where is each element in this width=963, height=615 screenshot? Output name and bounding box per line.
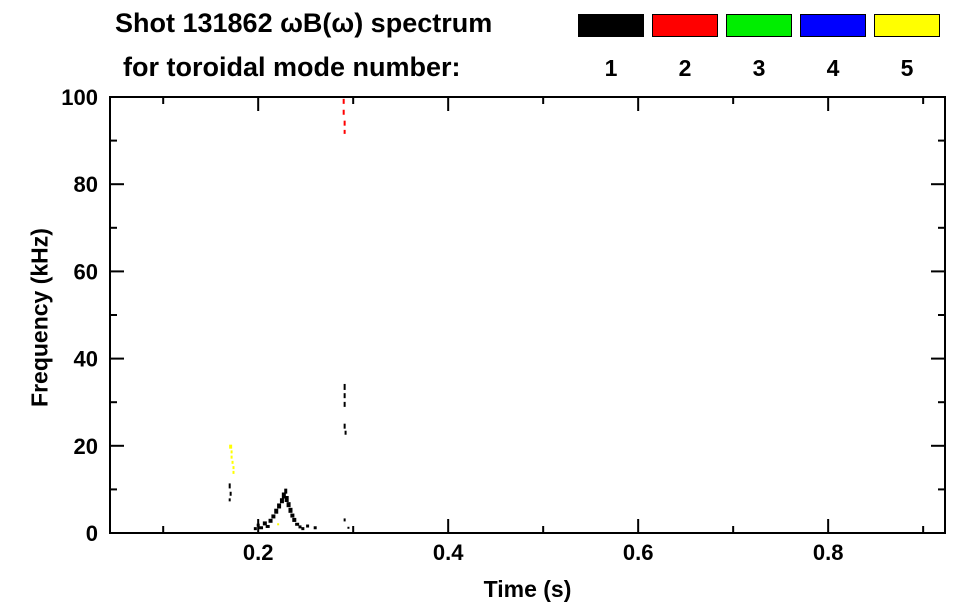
legend-number-4: 4 xyxy=(826,55,840,81)
x-tick-label: 0.8 xyxy=(813,540,844,565)
data-point xyxy=(230,450,233,454)
data-point xyxy=(268,518,273,523)
data-point xyxy=(229,491,232,496)
series-mode-1-points xyxy=(228,383,350,531)
data-point xyxy=(288,507,293,513)
y-tick-label: 60 xyxy=(74,259,98,284)
data-point xyxy=(232,470,235,474)
legend xyxy=(578,14,940,37)
data-point xyxy=(306,524,310,528)
data-point xyxy=(342,109,345,115)
y-axis-label: Frequency (kHz) xyxy=(26,228,53,407)
legend-number-2: 2 xyxy=(678,55,692,81)
y-tick-label: 40 xyxy=(74,347,98,372)
x-tick-label: 0.4 xyxy=(433,540,464,565)
data-point xyxy=(343,423,346,429)
legend-swatch-4 xyxy=(800,14,866,37)
data-point xyxy=(343,383,346,390)
data-point xyxy=(342,98,345,104)
data-point xyxy=(228,498,231,502)
chart-title: Shot 131862 ωB(ω) spectrum xyxy=(115,8,493,38)
data-point xyxy=(281,492,286,499)
data-point xyxy=(343,401,346,407)
y-tick-label: 100 xyxy=(61,85,98,110)
data-point xyxy=(232,466,235,470)
data-point xyxy=(229,444,233,449)
plot-frame xyxy=(109,96,946,534)
data-point xyxy=(271,514,276,519)
legend-labels: 1 2 3 4 5 xyxy=(578,55,940,82)
data-point xyxy=(279,498,284,504)
data-point xyxy=(313,526,317,530)
data-point xyxy=(343,129,346,134)
data-point xyxy=(286,502,291,508)
x-tick-label: 0.2 xyxy=(243,540,274,565)
data-point xyxy=(256,523,260,527)
data-point xyxy=(344,430,347,435)
data-point xyxy=(277,523,280,526)
data-point xyxy=(228,483,231,489)
legend-swatch-3 xyxy=(726,14,792,37)
series-mode-2-points xyxy=(342,98,346,134)
y-tick-label: 80 xyxy=(74,172,98,197)
data-point xyxy=(262,521,267,526)
y-tick-label: 0 xyxy=(86,521,98,546)
legend-number-5: 5 xyxy=(900,55,914,81)
data-point xyxy=(265,524,270,528)
data-point xyxy=(274,508,279,514)
data-point xyxy=(290,513,295,518)
legend-number-1: 1 xyxy=(604,55,618,81)
data-point xyxy=(347,526,350,529)
legend-swatch-2 xyxy=(652,14,718,37)
y-tick-label: 20 xyxy=(74,434,98,459)
data-point xyxy=(230,455,233,459)
x-tick-label: 0.6 xyxy=(623,540,654,565)
data-point xyxy=(259,526,264,530)
data-point xyxy=(295,522,300,526)
data-point xyxy=(343,120,346,126)
data-point xyxy=(277,503,282,509)
legend-number-3: 3 xyxy=(752,55,766,81)
x-axis-label: Time (s) xyxy=(483,576,572,602)
series-mode-5-points xyxy=(229,444,280,526)
data-point xyxy=(343,393,346,399)
legend-swatch-5 xyxy=(874,14,940,37)
chart-subtitle: for toroidal mode number: xyxy=(123,52,461,82)
data-point xyxy=(298,525,302,529)
data-point xyxy=(284,488,288,494)
legend-swatch-1 xyxy=(578,14,644,37)
data-point xyxy=(301,527,305,531)
data-point xyxy=(292,517,297,522)
data-point xyxy=(231,460,234,464)
data-point xyxy=(253,527,257,531)
data-point xyxy=(343,518,346,522)
data-point xyxy=(284,495,289,502)
